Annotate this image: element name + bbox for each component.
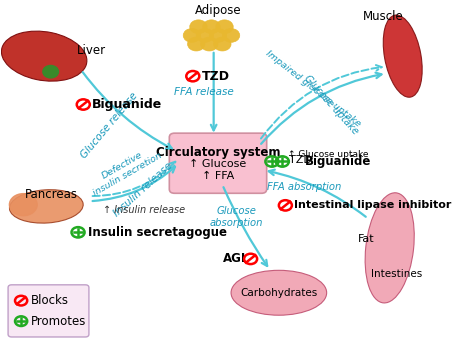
Circle shape [222,28,240,42]
Circle shape [216,20,233,34]
Text: Promotes: Promotes [31,315,86,328]
Text: Pancreas: Pancreas [25,188,78,201]
Ellipse shape [9,190,83,223]
Text: Insulin secretagogue: Insulin secretagogue [88,226,227,239]
Circle shape [190,20,207,34]
Text: Carbohydrates: Carbohydrates [240,288,318,298]
FancyBboxPatch shape [8,285,89,337]
Ellipse shape [383,15,422,97]
Text: Biguanide: Biguanide [305,155,371,168]
Text: Impaired glucose uptake: Impaired glucose uptake [264,49,363,129]
Circle shape [210,28,227,42]
Text: AGI: AGI [223,252,246,265]
Text: Defective
insulin secretion: Defective insulin secretion [86,142,163,198]
Text: TZD: TZD [201,70,229,83]
Text: Liver: Liver [77,44,106,58]
Circle shape [43,66,58,78]
Circle shape [188,37,205,51]
Text: Fat: Fat [357,234,374,244]
Text: Insulin release: Insulin release [112,160,174,218]
Text: Glucose uptake: Glucose uptake [302,73,360,136]
Text: Glucose
absorption: Glucose absorption [210,206,264,228]
Circle shape [9,194,37,216]
Text: Blocks: Blocks [31,294,69,307]
Circle shape [201,37,218,51]
Circle shape [214,37,231,51]
Text: Intestinal lipase inhibitor: Intestinal lipase inhibitor [294,200,451,210]
Text: ↑ Glucose
↑ FFA: ↑ Glucose ↑ FFA [190,159,246,181]
Circle shape [183,28,201,42]
Circle shape [196,28,214,42]
Text: Intestines: Intestines [371,269,422,279]
Text: ↑ Insulin release: ↑ Insulin release [103,205,185,215]
Text: Biguanide: Biguanide [92,98,162,111]
Text: FFA absorption: FFA absorption [267,182,341,192]
FancyBboxPatch shape [169,133,267,193]
Ellipse shape [365,193,414,303]
Text: FFA release: FFA release [174,87,234,98]
Text: Muscle: Muscle [363,10,403,23]
Ellipse shape [231,270,327,315]
Circle shape [203,20,220,34]
Text: Circulatory system: Circulatory system [156,146,280,159]
Text: TZD: TZD [289,155,312,166]
Text: ↑ Glucose uptake: ↑ Glucose uptake [288,150,369,159]
Ellipse shape [1,31,87,81]
Text: Adipose: Adipose [195,5,241,17]
Text: Glucose release: Glucose release [79,90,140,160]
